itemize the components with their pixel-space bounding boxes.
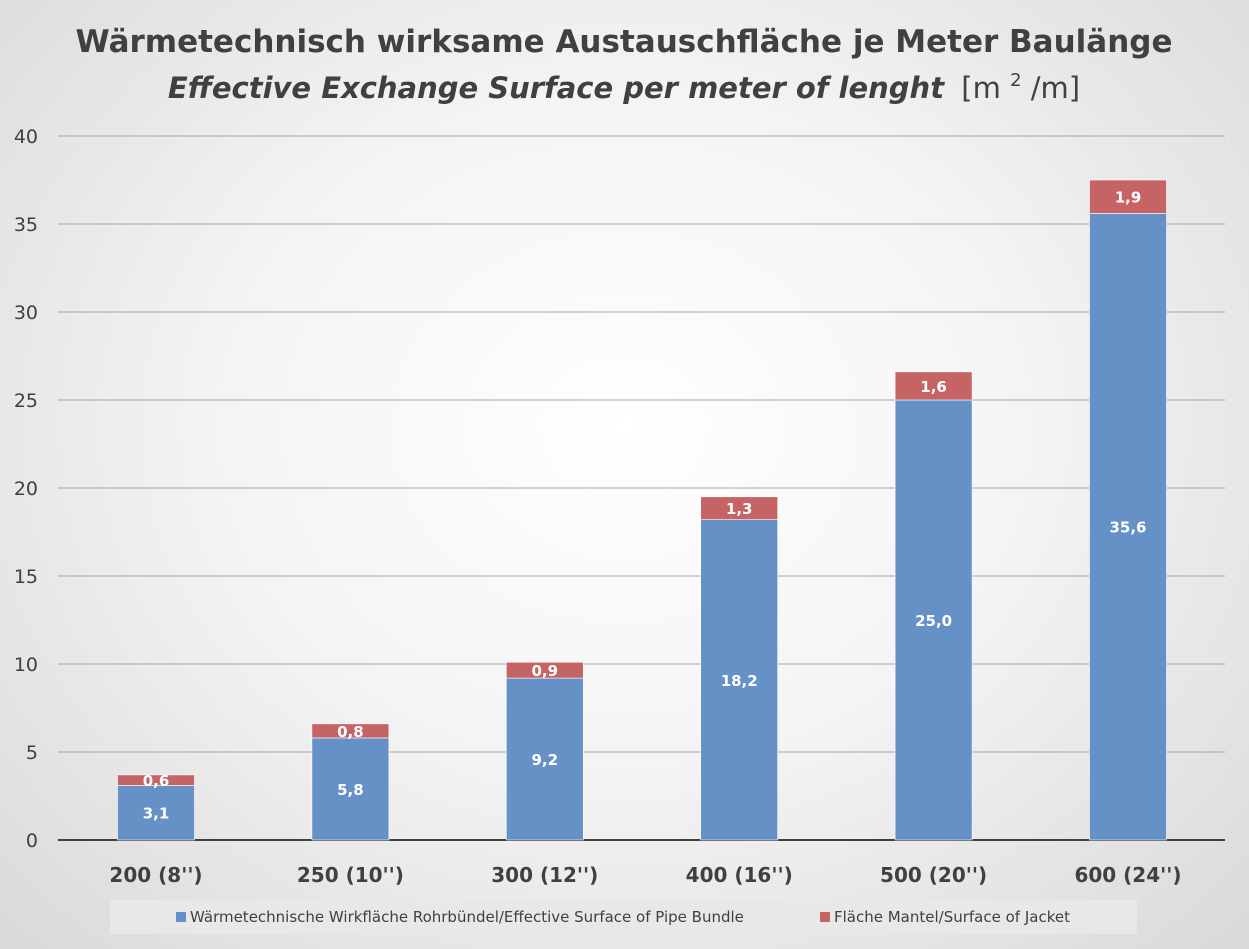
legend-label: Fläche Mantel/Surface of Jacket	[834, 908, 1070, 926]
legend-box	[110, 900, 1137, 934]
data-label: 35,6	[1109, 519, 1146, 537]
x-tick-label: 200 (8'')	[109, 863, 202, 887]
chart-subtitle-text: Effective Exchange Surface per meter of …	[168, 71, 945, 105]
y-tick-label: 10	[14, 654, 38, 676]
x-tick-label: 400 (16'')	[686, 863, 793, 887]
y-tick-label: 35	[14, 214, 38, 236]
chart-subtitle: Effective Exchange Surface per meter of …	[168, 59, 1080, 105]
chart-title: Wärmetechnisch wirksame Austauschfläche …	[75, 24, 1172, 60]
y-tick-label: 0	[26, 830, 38, 852]
bar-jacket	[117, 774, 195, 786]
y-tick-label: 20	[14, 478, 38, 500]
data-label: 3,1	[143, 805, 170, 823]
x-axis-ticks: 200 (8'') 250 (10'') 300 (12'') 400 (16'') 5…	[109, 863, 1181, 887]
data-label: 0,6	[143, 772, 170, 790]
data-label: 1,6	[920, 378, 947, 396]
y-tick-label: 40	[14, 126, 38, 148]
bar-jacket	[894, 371, 973, 401]
data-label: 0,8	[337, 723, 364, 741]
bar-jacket	[1089, 179, 1167, 214]
y-tick-label: 5	[26, 742, 38, 764]
data-label: 1,3	[726, 500, 753, 518]
data-label: 9,2	[532, 751, 559, 769]
y-tick-label: 30	[14, 302, 38, 324]
data-label: 25,0	[915, 612, 952, 630]
y-tick-label: 15	[14, 566, 38, 588]
legend-swatch	[176, 912, 186, 922]
y-tick-label: 25	[14, 390, 38, 412]
chart-unit-prefix: [m	[961, 71, 1001, 105]
bar-pipe-bundle	[117, 785, 195, 841]
bars: 3,1 0,6 5,8 0,8 9,2 0,9 18,2 1,3 25,0 1,6 35,6 1,9	[117, 179, 1167, 841]
gridlines	[58, 135, 1225, 841]
bar-jacket	[311, 723, 390, 739]
bar-pipe-bundle	[505, 677, 584, 841]
y-axis-ticks: 0 5 10 15 20 25 30 35 40	[14, 126, 38, 852]
bar-pipe-bundle	[700, 519, 779, 841]
legend: Wärmetechnische Wirkfläche Rohrbündel/Ef…	[110, 900, 1137, 934]
x-tick-label: 300 (12'')	[491, 863, 598, 887]
bar-jacket	[700, 496, 779, 520]
legend-label: Wärmetechnische Wirkfläche Rohrbündel/Ef…	[190, 908, 744, 926]
bar-pipe-bundle	[1089, 213, 1167, 841]
chart-unit-suffix: /m]	[1031, 71, 1080, 105]
data-label: 0,9	[532, 662, 559, 680]
x-tick-label: 250 (10'')	[297, 863, 404, 887]
bar-jacket	[505, 661, 584, 679]
data-label: 5,8	[337, 781, 364, 799]
data-label: 18,2	[721, 672, 758, 690]
x-tick-label: 600 (24'')	[1074, 863, 1181, 887]
legend-swatch	[820, 912, 830, 922]
chart-unit-sup: 2	[1010, 70, 1021, 91]
bar-pipe-bundle	[894, 399, 973, 841]
data-label: 1,9	[1115, 189, 1142, 207]
x-tick-label: 500 (20'')	[880, 863, 987, 887]
bar-pipe-bundle	[311, 737, 390, 841]
